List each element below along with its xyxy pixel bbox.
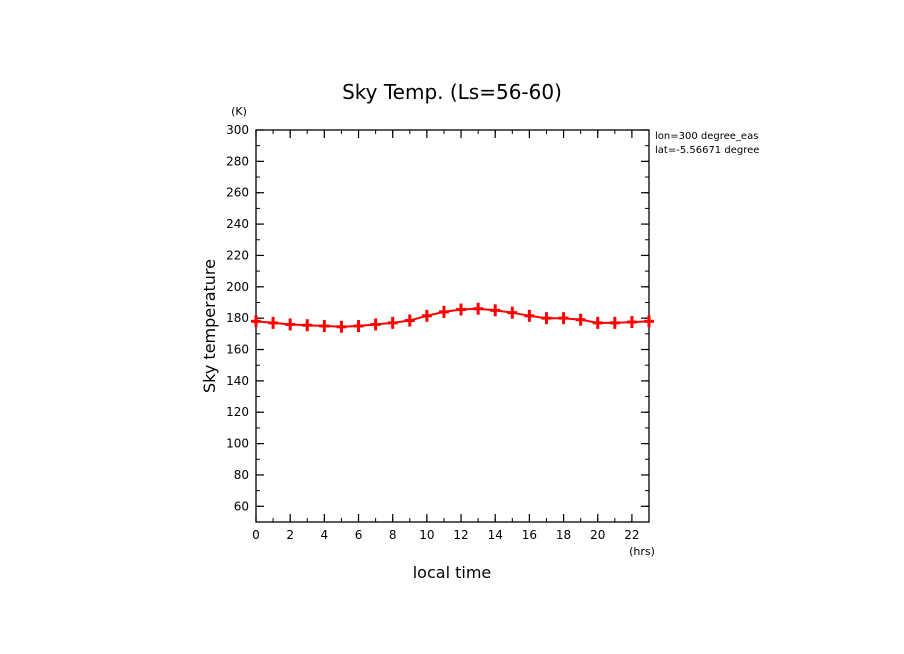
x-tick-label: 12 [453,528,468,542]
y-tick-label: 180 [226,311,249,325]
annotation-longitude: lon=300 degree_eas [655,131,758,142]
x-tick-label: 2 [286,528,294,542]
series-line [255,307,650,328]
data-point [609,316,620,329]
y-axis-label: Sky temperature [200,259,219,393]
y-tick-label: 80 [234,468,249,482]
data-point [473,302,484,315]
data-point [336,320,347,333]
chart-title: Sky Temp. (Ls=56-60) [342,80,562,104]
data-point [507,306,518,319]
x-unit-label: (hrs) [629,545,655,558]
x-tick-label: 0 [252,528,260,542]
y-tick-label: 260 [226,186,249,200]
x-tick-label: 6 [355,528,363,542]
data-point [251,315,261,328]
data-point [524,309,535,322]
axis-ticks: 0 2 4 6 8 10 12 14 16 18 20 22 60 80 100 120 140 160 180 20… [226,123,650,542]
data-point [456,303,467,316]
y-tick-label: 140 [226,374,249,388]
y-tick-label: 240 [226,217,249,231]
x-tick-label: 14 [488,528,503,542]
data-point [575,313,586,326]
data-point [387,316,398,329]
y-tick-label: 120 [226,405,249,419]
x-tick-label: 18 [556,528,571,542]
x-tick-label: 8 [389,528,397,542]
y-tick-label: 300 [226,123,249,137]
annotation-latitude: lat=-5.56671 degree [655,145,759,156]
data-point [319,320,330,332]
x-tick-label: 22 [624,528,639,542]
data-point [626,316,637,329]
y-tick-label: 160 [226,343,249,357]
data-point [302,319,313,332]
y-unit-label: (K) [231,105,247,118]
data-point [404,314,415,327]
data-point [644,315,654,328]
x-tick-label: 20 [590,528,605,542]
y-tick-label: 60 [234,499,249,513]
data-point [353,320,364,332]
y-tick-label: 220 [226,248,249,262]
data-point [592,316,603,329]
data-point [438,305,449,318]
x-tick-label: 10 [419,528,434,542]
y-tick-label: 200 [226,280,249,294]
data-point [421,309,432,322]
x-tick-label: 16 [522,528,537,542]
data-point [285,318,296,331]
x-axis-label: local time [413,563,492,582]
data-point [370,318,381,331]
x-tick-label: 4 [321,528,329,542]
data-point [268,316,279,329]
data-point [490,304,501,317]
data-point [541,312,552,325]
series-layer [251,302,654,333]
y-tick-label: 100 [226,437,249,451]
data-point [558,312,569,325]
y-tick-label: 280 [226,154,249,168]
